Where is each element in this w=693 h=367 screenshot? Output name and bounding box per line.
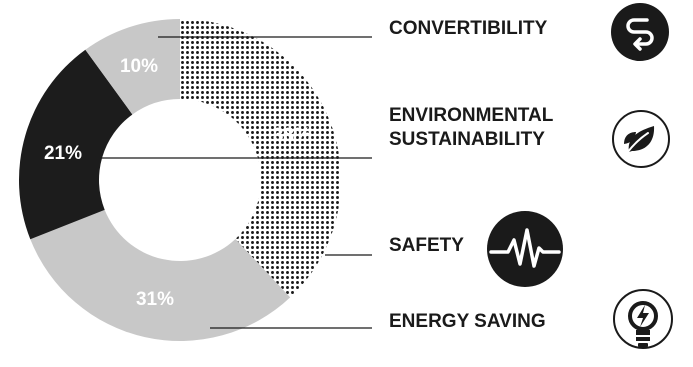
category-label-line: CONVERTIBILITY [389,18,548,39]
donut-slice-safety [18,49,133,240]
leader-lines [100,36,372,329]
category-label-line: SUSTAINABILITY [389,129,545,150]
category-label-line: SAFETY [389,235,464,256]
donut-slices [18,19,341,341]
leaf-icon [610,108,672,175]
arrows-loop-icon [609,1,671,68]
percent-label: 31% [136,289,174,310]
lightbulb-bolt-icon [612,288,674,367]
category-label-line: ENVIRONMENTAL [389,105,554,126]
category-label-line: ENERGY SAVING [389,311,546,332]
category-label-environmental-sustainability: ENVIRONMENTAL SUSTAINABILITY [389,104,553,152]
category-label-safety: SAFETY [389,234,464,258]
percent-label: 10% [120,56,158,77]
category-label-energy-saving: ENERGY SAVING [389,310,546,334]
heartbeat-icon [484,208,566,295]
percent-label: 21% [44,143,82,164]
percent-label: 38% [273,125,311,146]
percent-labels: 38% 31% 21% 10% [44,56,311,310]
category-label-convertibility: CONVERTIBILITY [389,17,547,41]
donut-slice-environmental-sustainability [85,19,180,115]
donut-slice-energy-saving [30,209,291,341]
